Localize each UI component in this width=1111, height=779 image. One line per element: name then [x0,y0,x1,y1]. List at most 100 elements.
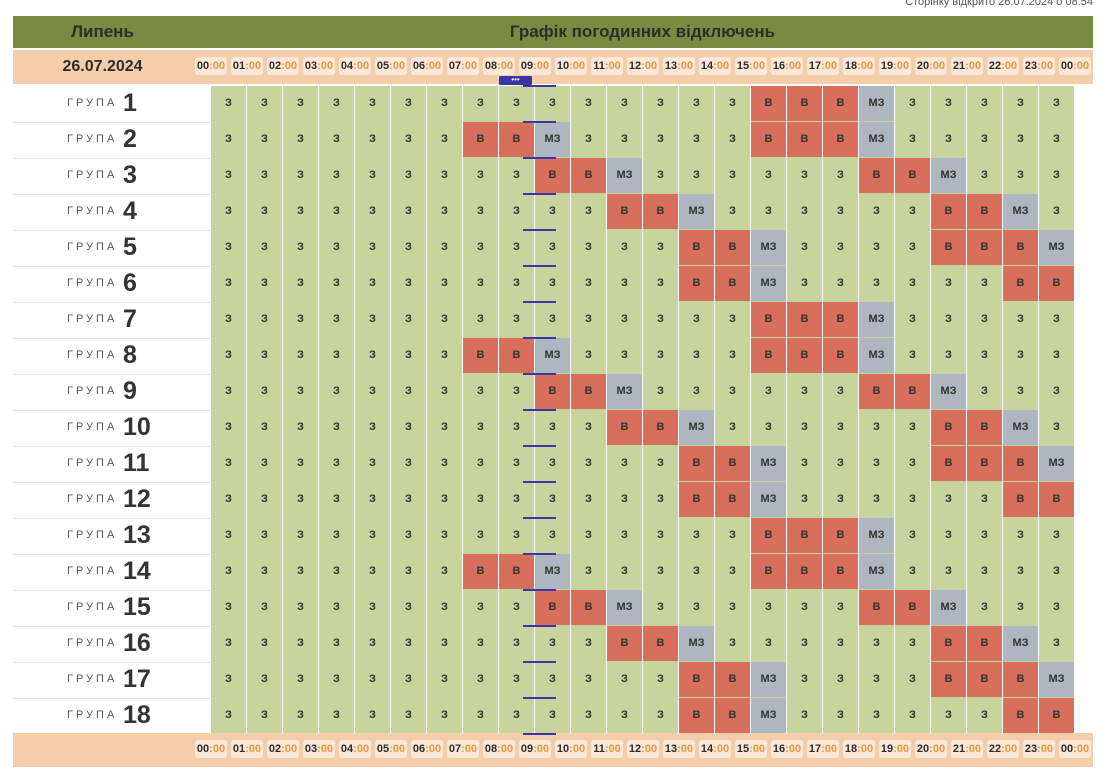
schedule-cell: З [535,446,570,481]
hour-label-minutes: :00 [353,743,370,755]
schedule-cell: З [427,626,462,661]
schedule-cell: З [1039,374,1074,409]
hour-label-minutes: :00 [965,743,982,755]
hour-gridline [1038,86,1039,734]
hour-gridline [246,86,247,734]
schedule-cell: З [355,338,390,373]
schedule-cell: МЗ [931,374,966,409]
schedule-cell: З [391,122,426,157]
hour-label: 04:00 [339,740,371,758]
schedule-cell: З [247,518,282,553]
schedule-cell: З [391,698,426,733]
group-separator [13,230,211,231]
hour-label-minutes: :00 [497,743,514,755]
schedule-cell: З [895,446,930,481]
schedule-cell: З [823,482,858,517]
hour-label: 21:00 [951,740,983,758]
hour-label: 16:00 [771,57,803,75]
hour-label: 18:00 [843,57,875,75]
hour-label-minutes: :00 [497,60,514,72]
hour-label: 19:00 [879,57,911,75]
schedule-cell: З [355,194,390,229]
schedule-cell: З [283,518,318,553]
schedule-cell: З [895,482,930,517]
schedule-cell: З [427,338,462,373]
schedule-cell: В [823,338,858,373]
schedule-cell: З [427,230,462,265]
schedule-cell: МЗ [607,374,642,409]
schedule-cell: В [967,410,1002,445]
hour-label-hours: 18 [844,743,858,755]
hour-label-hours: 13 [664,743,678,755]
schedule-cell: З [355,122,390,157]
schedule-cell: З [607,482,642,517]
schedule-cell: В [571,158,606,193]
group-word: ГРУПА [67,493,118,505]
schedule-cell: З [427,158,462,193]
hour-label: 06:00 [411,57,443,75]
schedule-cell: З [679,302,714,337]
hour-gridline [642,86,643,734]
hour-label: 07:00 [447,57,479,75]
schedule-cell: З [1039,122,1074,157]
schedule-cell: З [391,86,426,121]
schedule-cell: В [679,446,714,481]
schedule-cell: З [715,590,750,625]
schedule-cell: З [895,554,930,589]
schedule-cell: З [607,698,642,733]
hour-label-minutes: :00 [604,743,621,755]
schedule-cell: МЗ [859,338,894,373]
schedule-cell: З [787,482,822,517]
schedule-cell: З [571,338,606,373]
schedule-cell: В [679,230,714,265]
hour-label-hours: 02 [268,743,282,755]
schedule-cell: З [931,266,966,301]
schedule-cell: З [247,626,282,661]
hour-gridline [930,86,931,734]
hour-gridline [750,86,751,734]
schedule-cell: З [463,374,498,409]
schedule-cell: З [715,86,750,121]
schedule-cell: З [391,338,426,373]
schedule-cell: З [715,518,750,553]
current-hour-tick [523,661,556,663]
schedule-cell: МЗ [859,122,894,157]
schedule-cell: В [1003,230,1038,265]
schedule-cell: В [715,662,750,697]
schedule-cell: МЗ [607,590,642,625]
schedule-cell: З [247,446,282,481]
month-label: Липень [71,22,134,41]
schedule-cell: З [283,266,318,301]
schedule-cell: З [643,662,678,697]
schedule-cell: В [859,374,894,409]
schedule-cell: З [1039,626,1074,661]
hour-label-hours: 18 [844,60,858,72]
schedule-cell: В [463,338,498,373]
schedule-cell: З [247,554,282,589]
schedule-cell: З [787,662,822,697]
schedule-cell: В [787,518,822,553]
hour-label: 12:00 [627,57,659,75]
schedule-cell: З [463,266,498,301]
schedule-cell: З [319,482,354,517]
schedule-cell: З [355,302,390,337]
schedule-cell: З [247,482,282,517]
schedule-cell: З [823,230,858,265]
group-label: ГРУПА 6 [13,266,211,302]
schedule-cell: В [967,446,1002,481]
schedule-cell: З [571,194,606,229]
hour-label: 22:00 [987,740,1019,758]
schedule-cell: В [643,194,678,229]
hour-label: 01:00 [231,57,263,75]
schedule-cell: З [1039,194,1074,229]
schedule-cell: З [715,194,750,229]
hour-label-hours: 00 [196,60,210,72]
schedule-cell: В [1003,662,1038,697]
hour-label-hours: 15 [736,743,750,755]
schedule-cell: З [931,122,966,157]
schedule-cell: З [319,338,354,373]
schedule-cell: З [787,410,822,445]
group-number: 17 [123,665,151,693]
schedule-cell: МЗ [1039,230,1074,265]
hour-gridline [1002,86,1003,734]
